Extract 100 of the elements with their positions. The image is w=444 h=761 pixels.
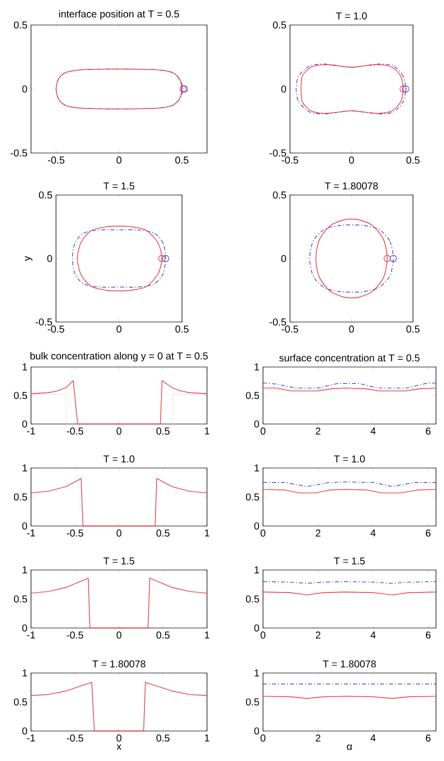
x-tick-label: -0.5: [66, 734, 84, 742]
x-axis-title: x: [116, 744, 122, 750]
x-tick-label: 0: [260, 632, 266, 639]
y-tick-label: 0: [22, 85, 28, 93]
y-tick-label: 0.5: [14, 493, 28, 501]
x-tick-label: 4: [370, 530, 376, 536]
y-tick-label: 0: [254, 624, 260, 632]
y-tick-label: 0: [22, 727, 28, 735]
x-tick-label: 6: [426, 428, 431, 435]
x-tick-label: 4: [370, 734, 376, 742]
y-tick-label: 0.5: [246, 392, 260, 400]
y-tick-label: 0.5: [14, 698, 28, 706]
y-tick-label: -0.5: [270, 318, 286, 326]
chart-title: T = 1.5: [334, 557, 365, 564]
y-tick-label: 0: [254, 727, 260, 735]
x-tick-label: 0.5: [156, 632, 170, 639]
x-axis-title: α: [347, 744, 352, 750]
x-tick-label: 0: [349, 326, 354, 333]
x-tick-label: 0: [260, 428, 266, 435]
y-tick-label: 0: [22, 624, 28, 632]
x-tick-label: 0.5: [406, 156, 420, 164]
x-tick-label: 0.5: [175, 326, 189, 333]
x-tick-label: 6: [426, 734, 431, 742]
chart-title: T = 1.0: [334, 455, 365, 462]
x-tick-label: 0: [116, 156, 122, 164]
y-tick-label: 1: [22, 364, 27, 370]
x-tick-label: -0.5: [66, 530, 84, 537]
y-tick-label: 1: [254, 670, 259, 676]
y-tick-label: 0.5: [246, 698, 260, 706]
x-tick-label: 1: [204, 428, 210, 434]
x-tick-label: 0.5: [156, 734, 170, 742]
y-tick-label: 0: [254, 420, 260, 428]
x-tick-label: 0: [349, 156, 354, 164]
y-tick-label: 1: [254, 364, 259, 370]
y-tick-label: 1: [22, 464, 27, 472]
x-tick-label: -0.5: [66, 632, 84, 639]
x-tick-label: 0: [116, 326, 122, 333]
x-tick-label: -1: [26, 428, 35, 434]
x-tick-label: 4: [370, 632, 376, 638]
y-tick-label: 0.5: [14, 595, 28, 603]
x-tick-label: 0.5: [156, 530, 170, 537]
x-tick-label: 0: [116, 632, 122, 639]
y-tick-label: 1: [22, 670, 27, 676]
x-tick-label: -1: [26, 530, 35, 536]
y-tick-label: -0.5: [10, 149, 28, 157]
y-tick-label: 1: [254, 566, 259, 574]
y-tick-label: 0.5: [246, 493, 260, 501]
x-tick-label: 1: [204, 632, 210, 638]
x-tick-label: 6: [426, 632, 431, 639]
chart-title: surface concentration at T = 0.5: [279, 354, 420, 362]
x-tick-label: 2: [316, 428, 320, 435]
y-tick-label: 0: [281, 85, 286, 93]
x-tick-label: -0.5: [48, 326, 64, 333]
x-tick-label: 0.5: [156, 428, 170, 435]
x-tick-label: 6: [426, 530, 431, 537]
chart-title: T = 1.5: [104, 182, 134, 190]
y-tick-label: 0.5: [272, 21, 286, 29]
x-tick-label: -0.5: [66, 428, 84, 435]
line-series: [30, 682, 208, 732]
x-tick-label: 2: [316, 530, 320, 537]
y-tick-label: 0.5: [246, 595, 260, 603]
x-tick-label: 0: [116, 530, 122, 537]
x-tick-label: -1: [26, 734, 35, 742]
y-tick-label: 0: [254, 522, 260, 530]
y-tick-label: 1: [254, 464, 259, 472]
y-tick-label: -0.5: [36, 318, 52, 326]
y-tick-label: 0: [47, 254, 52, 262]
y-tick-label: 0.5: [14, 392, 28, 400]
chart-title: T = 1.80078: [322, 660, 376, 668]
x-tick-label: -1: [26, 632, 35, 638]
y-tick-label: 0: [22, 420, 28, 428]
chart-title: T = 1.0: [336, 12, 367, 20]
y-tick-label: -0.5: [270, 149, 286, 157]
x-tick-label: 0: [116, 734, 122, 742]
y-tick-label: 0: [22, 522, 28, 530]
x-tick-label: 0.5: [175, 156, 188, 164]
chart-title: T = 1.5: [104, 557, 134, 564]
y-tick-label: 1: [22, 566, 27, 574]
y-tick-label: 0.5: [272, 191, 286, 199]
chart-title: interface position at T = 0.5: [59, 10, 180, 20]
y-axis-title: y: [25, 256, 32, 261]
x-tick-label: 1: [204, 734, 210, 742]
x-tick-label: -0.5: [48, 156, 64, 164]
line-series: [30, 578, 208, 628]
y-tick-label: 0.5: [38, 191, 52, 199]
x-tick-label: 2: [316, 632, 320, 639]
x-tick-label: 0.5: [406, 326, 420, 333]
line-series: [30, 478, 208, 526]
x-tick-label: 0: [260, 734, 266, 742]
x-tick-label: 1: [204, 530, 210, 536]
chart-title: T = 1.0: [104, 455, 134, 462]
x-tick-label: 2: [316, 734, 320, 742]
x-tick-label: 4: [370, 428, 376, 434]
y-tick-label: 0.5: [14, 21, 28, 29]
x-tick-label: 0: [260, 530, 266, 537]
chart-title: T = 1.80078: [92, 660, 146, 668]
x-tick-label: 0: [116, 428, 122, 435]
line-series: [30, 380, 208, 424]
y-tick-label: 0: [281, 254, 286, 262]
chart-title: bulk concentration along y = 0 at T = 0.5: [30, 352, 208, 362]
